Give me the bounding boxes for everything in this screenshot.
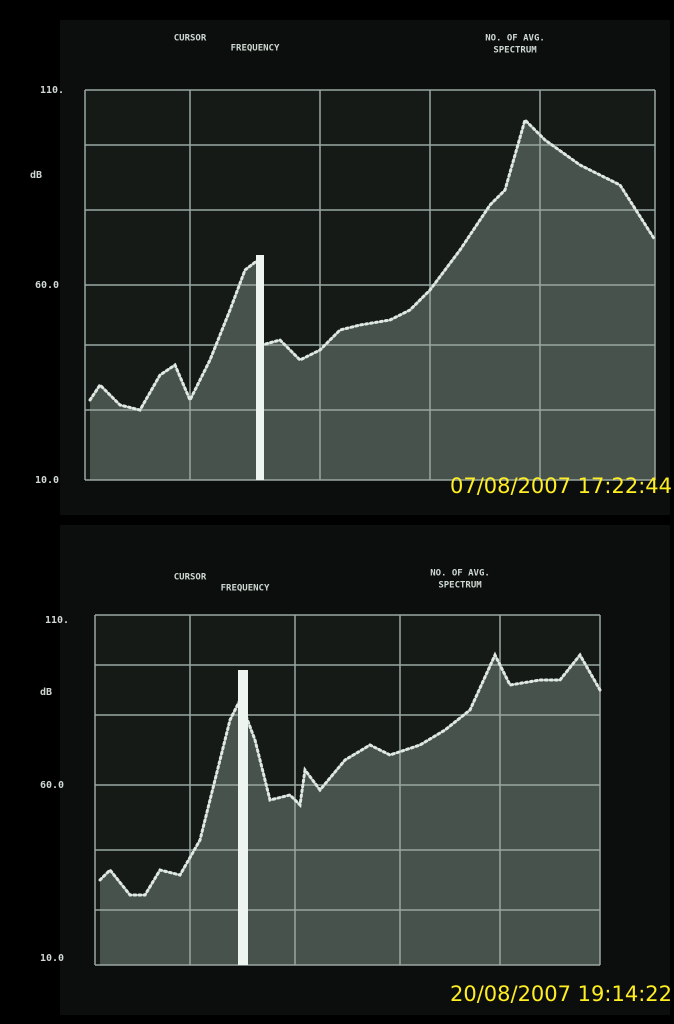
timestamp: 20/08/2007 19:14:22	[450, 982, 672, 1006]
spectrum-area	[100, 655, 600, 965]
grid	[84, 89, 656, 481]
axis-top: 110.	[45, 615, 69, 626]
spectrum-trace	[88, 117, 657, 412]
axis-unit: dB	[30, 170, 42, 181]
cursor-label: CURSOR	[174, 573, 207, 583]
cursor-line	[256, 255, 264, 480]
axis-bottom: 10.0	[40, 953, 64, 964]
axis-bottom: 10.0	[35, 475, 59, 486]
mode-label: SPECTRUM	[438, 581, 482, 591]
axis-middle: 60.0	[35, 280, 59, 291]
spectrum-trace	[98, 651, 602, 897]
cursor-label: CURSOR	[174, 34, 207, 44]
axis-unit: dB	[40, 687, 52, 698]
frequency-label: FREQUENCY	[231, 44, 280, 54]
frequency-label: FREQUENCY	[221, 584, 270, 594]
averages-label: NO. OF AVG.	[485, 34, 545, 44]
axis-top: 110.	[40, 85, 64, 96]
cursor-line	[238, 670, 248, 965]
mode-label: SPECTRUM	[493, 46, 537, 56]
grid	[94, 614, 601, 966]
axis-middle: 60.0	[40, 780, 64, 791]
timestamp: 07/08/2007 17:22:44	[450, 474, 672, 498]
averages-label: NO. OF AVG.	[430, 569, 490, 579]
